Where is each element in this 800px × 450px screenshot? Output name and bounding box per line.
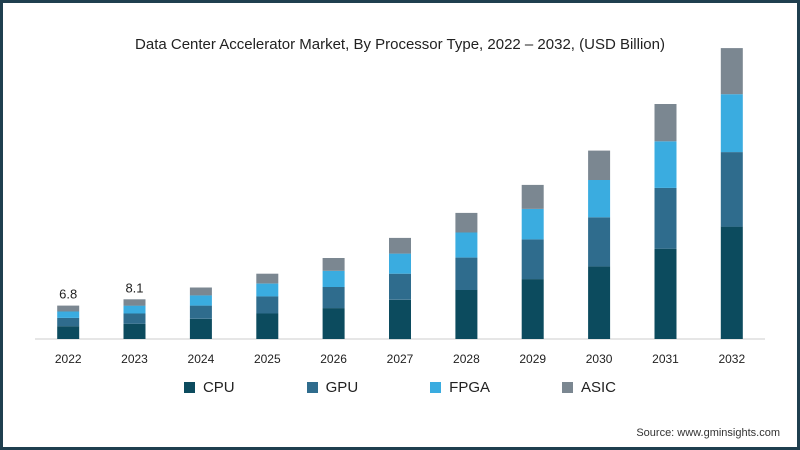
bar-fpga-2026 (322, 270, 345, 287)
bar-fpga-2029 (521, 209, 544, 240)
x-tick-label-2032: 2032 (718, 352, 745, 366)
bar-asic-2023 (123, 299, 146, 306)
bar-gpu-2024 (189, 305, 212, 319)
bar-gpu-2027 (389, 273, 411, 300)
legend-swatch-gpu (306, 382, 318, 393)
bar-cpu-2028 (455, 289, 478, 339)
x-tick-label-2023: 2023 (121, 352, 148, 366)
legend-label-fpga: FPGA (449, 379, 490, 396)
x-tick-label-2029: 2029 (519, 352, 546, 366)
bar-gpu-2028 (455, 257, 478, 290)
chart-title: Data Center Accelerator Market, By Proce… (135, 36, 665, 53)
legend-item-fpga: FPGA (430, 379, 490, 396)
source-note: Source: www.gminsights.com (636, 427, 780, 439)
bar-cpu-2025 (256, 313, 279, 339)
bar-asic-2028 (455, 212, 478, 233)
bar-cpu-2023 (123, 323, 146, 339)
bar-asic-2032 (720, 48, 743, 95)
bar-asic-2031 (654, 104, 677, 142)
legend-label-asic: ASIC (581, 379, 617, 396)
legend-label-cpu: CPU (202, 379, 235, 396)
bar-fpga-2030 (588, 180, 611, 218)
legend: CPU GPU FPGA ASIC (0, 379, 800, 396)
bar-gpu-2023 (123, 313, 146, 324)
legend-swatch-fpga (430, 382, 442, 393)
bar-asic-2024 (189, 287, 212, 296)
bar-gpu-2025 (256, 296, 279, 314)
bar-fpga-2027 (389, 253, 411, 274)
legend-label-gpu: GPU (325, 379, 359, 396)
x-tick-label-2028: 2028 (453, 352, 480, 366)
bar-asic-2029 (521, 184, 544, 209)
bar-asic-2022 (57, 305, 80, 312)
bar-asic-2026 (322, 258, 345, 271)
bar-gpu-2030 (588, 217, 611, 267)
x-tick-label-2024: 2024 (188, 352, 215, 366)
x-tick-label-2031: 2031 (652, 352, 679, 366)
bar-cpu-2032 (720, 226, 743, 339)
bar-cpu-2024 (189, 318, 212, 339)
x-tick-label-2026: 2026 (320, 352, 347, 366)
bar-gpu-2031 (654, 187, 677, 249)
bar-asic-2030 (588, 150, 611, 180)
bar-fpga-2022 (57, 311, 80, 318)
x-tick-label-2027: 2027 (387, 352, 414, 366)
bar-gpu-2029 (521, 239, 544, 280)
bar-cpu-2031 (654, 248, 677, 339)
data-label-2022: 6.8 (59, 287, 77, 302)
bar-cpu-2029 (521, 279, 544, 339)
bar-cpu-2026 (322, 308, 345, 339)
data-label-2023: 8.1 (125, 280, 143, 295)
x-tick-label-2025: 2025 (254, 352, 281, 366)
legend-item-gpu: GPU (306, 379, 359, 396)
bar-fpga-2031 (654, 141, 677, 188)
x-tick-label-2022: 2022 (55, 352, 82, 366)
x-tick-label-2030: 2030 (586, 352, 613, 366)
legend-swatch-asic (562, 382, 573, 393)
bar-gpu-2026 (322, 287, 345, 309)
bar-cpu-2027 (389, 299, 411, 340)
bar-asic-2025 (256, 273, 279, 284)
bar-asic-2027 (389, 237, 411, 254)
bar-fpga-2032 (720, 94, 743, 153)
bar-fpga-2024 (189, 295, 212, 306)
legend-item-asic: ASIC (562, 379, 616, 396)
bar-fpga-2028 (455, 232, 478, 258)
legend-item-cpu: CPU (183, 379, 235, 396)
bar-fpga-2023 (123, 305, 146, 314)
bar-cpu-2022 (57, 326, 80, 339)
legend-swatch-cpu (183, 382, 195, 393)
bar-fpga-2025 (256, 283, 279, 297)
bar-gpu-2032 (720, 152, 743, 227)
bar-cpu-2030 (588, 266, 611, 339)
bar-gpu-2022 (57, 317, 80, 327)
